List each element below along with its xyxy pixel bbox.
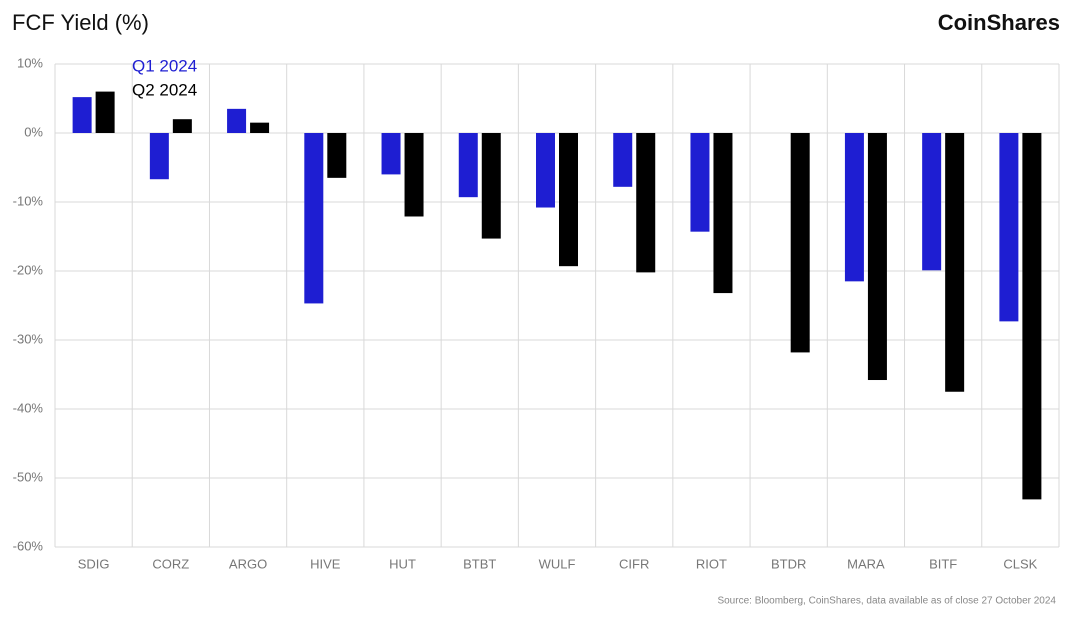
x-tick-label: BTBT <box>463 556 496 571</box>
legend-label: Q2 2024 <box>132 80 197 99</box>
bar <box>72 97 92 133</box>
bar <box>559 133 578 267</box>
x-tick-label: HIVE <box>310 556 341 571</box>
bar <box>304 133 324 304</box>
chart-title: FCF Yield (%) <box>12 10 149 35</box>
bar <box>250 122 270 133</box>
y-tick-label: -30% <box>13 331 44 346</box>
x-tick-label: CIFR <box>619 556 649 571</box>
bar <box>1022 133 1042 500</box>
x-tick-label: BITF <box>929 556 957 571</box>
bar <box>922 133 942 271</box>
brand-logo: CoinShares <box>938 10 1060 35</box>
legend-label: Q1 2024 <box>132 56 197 75</box>
bar <box>790 133 810 353</box>
bar <box>149 133 169 180</box>
bar <box>227 108 247 133</box>
bar <box>404 133 424 217</box>
y-tick-label: -10% <box>13 193 44 208</box>
x-tick-label: ARGO <box>229 556 267 571</box>
x-tick-label: RIOT <box>696 556 727 571</box>
source-note: Source: Bloomberg, CoinShares, data avai… <box>717 596 1056 607</box>
x-tick-label: CLSK <box>1003 556 1037 571</box>
y-tick-label: -60% <box>13 538 44 553</box>
bar <box>381 133 401 175</box>
bar <box>844 133 864 282</box>
bar <box>945 133 965 392</box>
x-tick-label: BTDR <box>771 556 806 571</box>
bar <box>613 133 633 187</box>
bar <box>95 91 115 133</box>
x-tick-label: HUT <box>389 556 416 571</box>
y-tick-label: 0% <box>24 124 43 139</box>
bar <box>172 119 192 133</box>
bar <box>536 133 555 208</box>
bar <box>690 133 710 232</box>
x-tick-label: SDIG <box>78 556 110 571</box>
y-tick-label: -40% <box>13 400 44 415</box>
x-tick-label: CORZ <box>152 556 189 571</box>
bar <box>867 133 887 381</box>
x-tick-label: WULF <box>539 556 576 571</box>
y-tick-label: -50% <box>13 469 44 484</box>
y-tick-label: -20% <box>13 262 44 277</box>
bar <box>458 133 478 198</box>
x-tick-label: MARA <box>847 556 885 571</box>
y-tick-label: 10% <box>17 55 43 70</box>
bar <box>713 133 733 294</box>
bar <box>481 133 501 239</box>
bar <box>327 133 347 178</box>
bar <box>999 133 1019 322</box>
bar <box>636 133 656 273</box>
